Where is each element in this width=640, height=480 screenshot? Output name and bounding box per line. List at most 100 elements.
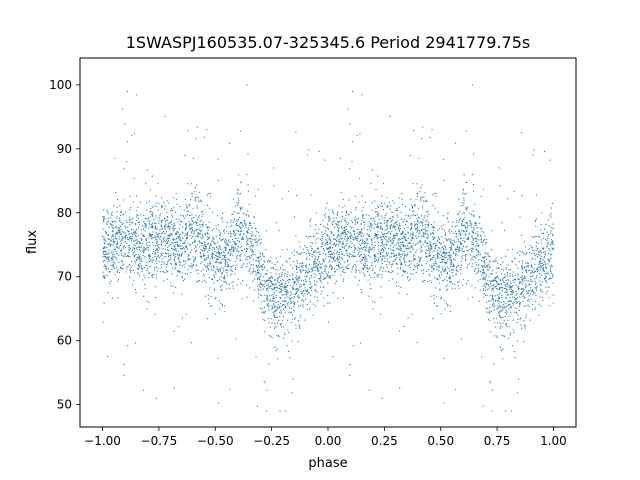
data-point bbox=[435, 195, 437, 197]
data-point bbox=[106, 274, 109, 276]
data-point bbox=[407, 232, 409, 234]
data-point bbox=[207, 294, 209, 297]
data-point bbox=[422, 229, 424, 231]
data-point bbox=[504, 307, 506, 309]
data-point bbox=[371, 202, 373, 204]
data-point bbox=[502, 261, 504, 263]
data-point bbox=[151, 253, 153, 255]
data-point bbox=[315, 255, 317, 257]
data-point bbox=[111, 257, 113, 259]
data-point bbox=[196, 196, 198, 198]
data-point bbox=[194, 259, 196, 261]
data-point bbox=[393, 226, 395, 228]
data-point bbox=[167, 226, 169, 228]
data-point bbox=[151, 223, 153, 226]
data-point bbox=[507, 304, 509, 307]
data-point bbox=[281, 271, 283, 273]
data-point bbox=[112, 244, 114, 246]
data-point bbox=[520, 293, 522, 295]
data-point bbox=[277, 301, 279, 303]
data-point bbox=[347, 267, 350, 270]
data-point bbox=[201, 224, 203, 226]
data-point bbox=[310, 194, 312, 196]
data-point bbox=[512, 248, 514, 250]
data-point bbox=[342, 280, 344, 282]
data-point bbox=[325, 207, 327, 209]
data-point bbox=[108, 253, 110, 255]
data-point bbox=[488, 284, 490, 286]
data-point bbox=[413, 130, 415, 132]
data-point bbox=[421, 222, 423, 224]
data-point bbox=[351, 161, 353, 163]
data-point bbox=[239, 246, 241, 248]
data-point bbox=[386, 241, 388, 243]
data-point bbox=[174, 260, 176, 262]
data-point bbox=[435, 305, 437, 307]
data-point bbox=[368, 234, 370, 236]
data-point bbox=[145, 248, 147, 250]
data-point bbox=[512, 289, 514, 291]
data-point bbox=[284, 334, 286, 336]
data-point bbox=[266, 296, 268, 298]
data-point bbox=[481, 274, 483, 276]
data-point bbox=[125, 227, 127, 229]
data-point bbox=[478, 259, 480, 261]
data-point bbox=[506, 271, 508, 273]
data-point bbox=[255, 241, 258, 243]
data-point bbox=[495, 335, 498, 337]
data-point bbox=[286, 289, 288, 291]
data-point bbox=[241, 264, 243, 266]
data-point bbox=[170, 262, 172, 265]
data-point bbox=[311, 249, 313, 252]
data-point bbox=[404, 223, 407, 225]
data-point bbox=[209, 244, 211, 246]
data-point bbox=[266, 303, 268, 305]
data-point bbox=[257, 239, 259, 241]
data-point bbox=[138, 224, 140, 226]
data-point bbox=[434, 277, 436, 279]
data-point bbox=[227, 269, 229, 271]
data-point bbox=[391, 211, 393, 214]
data-point bbox=[463, 251, 465, 253]
data-point bbox=[224, 310, 226, 312]
data-point bbox=[200, 263, 202, 265]
data-point bbox=[209, 247, 211, 249]
data-point bbox=[324, 216, 326, 218]
data-point bbox=[326, 265, 328, 268]
data-point bbox=[535, 301, 537, 303]
data-point bbox=[309, 271, 311, 273]
data-point bbox=[399, 241, 401, 244]
data-point bbox=[425, 220, 427, 222]
data-point bbox=[422, 126, 424, 128]
data-point bbox=[161, 232, 163, 234]
data-point bbox=[219, 246, 221, 248]
data-point bbox=[424, 280, 426, 282]
data-point bbox=[424, 240, 426, 242]
data-point bbox=[471, 237, 473, 239]
data-point bbox=[125, 234, 127, 236]
data-point bbox=[463, 197, 465, 199]
data-point bbox=[479, 289, 481, 291]
data-point bbox=[308, 292, 311, 294]
data-point bbox=[351, 220, 353, 222]
data-point bbox=[164, 205, 166, 207]
data-point bbox=[238, 202, 240, 204]
data-point bbox=[402, 203, 404, 205]
data-point bbox=[226, 221, 229, 223]
data-point bbox=[496, 318, 498, 320]
data-point bbox=[185, 215, 187, 217]
data-point bbox=[489, 331, 491, 333]
data-point bbox=[181, 276, 183, 278]
data-point bbox=[229, 254, 231, 257]
data-point bbox=[465, 209, 467, 211]
data-point bbox=[445, 302, 447, 304]
data-point bbox=[310, 274, 312, 277]
data-point bbox=[270, 257, 272, 259]
data-point bbox=[268, 322, 270, 324]
data-point bbox=[273, 185, 275, 187]
data-point bbox=[119, 236, 121, 238]
data-point bbox=[286, 292, 288, 294]
data-point bbox=[209, 260, 211, 263]
data-point bbox=[280, 309, 282, 311]
data-point bbox=[222, 277, 224, 279]
